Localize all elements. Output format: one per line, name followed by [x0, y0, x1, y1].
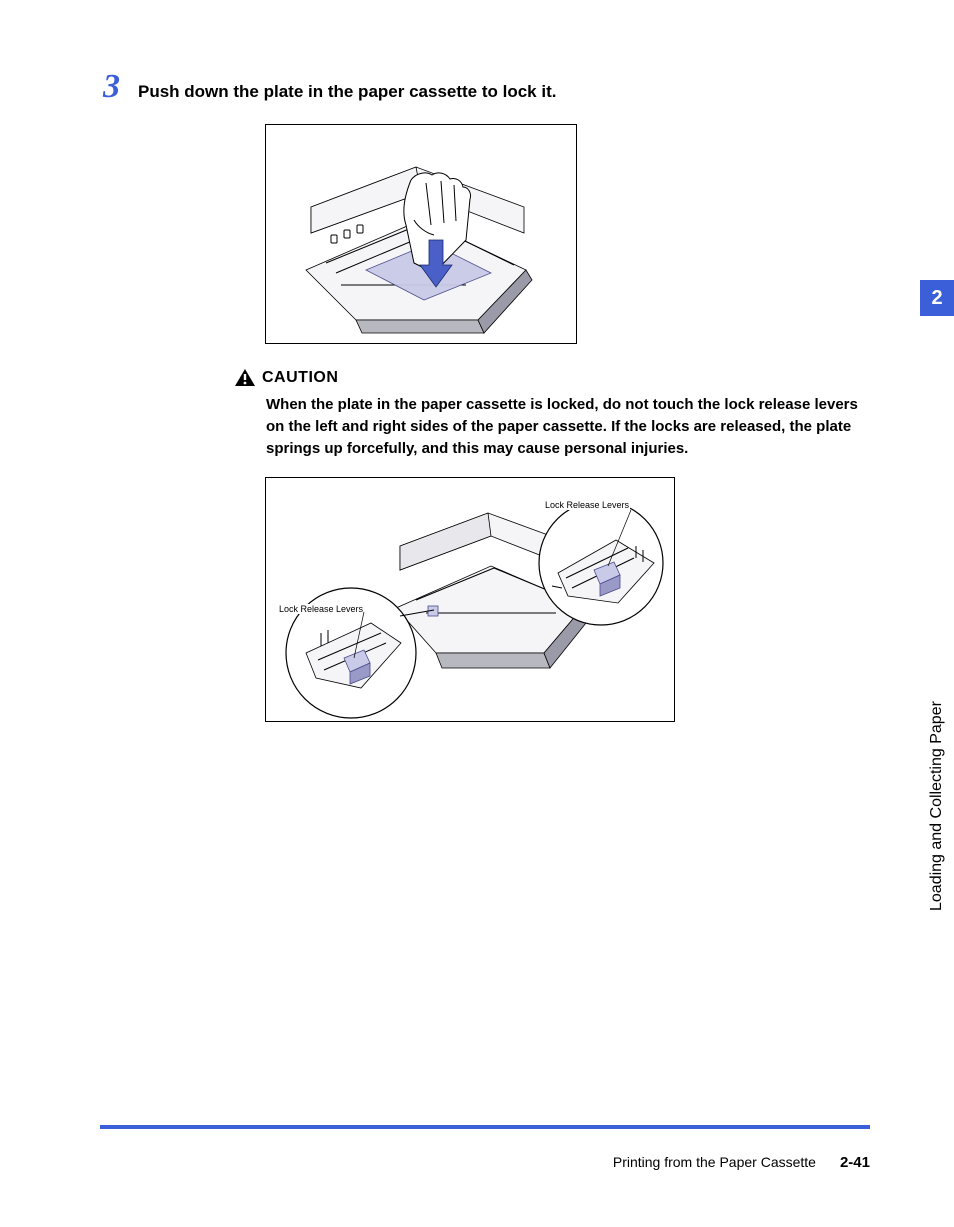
chapter-number: 2 — [931, 287, 942, 310]
caution-label: CAUTION — [262, 369, 338, 387]
step-instruction: Push down the plate in the paper cassett… — [138, 81, 556, 103]
step-number: 3 — [100, 70, 120, 104]
chapter-title-container: Loading and Collecting Paper — [925, 330, 949, 910]
footer-section-title: Printing from the Paper Cassette — [613, 1154, 816, 1170]
caution-block: CAUTION When the plate in the paper cass… — [234, 368, 874, 459]
lock-release-label-1: Lock Release Levers — [544, 500, 630, 510]
chapter-tab: 2 — [920, 280, 954, 316]
page-footer: Printing from the Paper Cassette 2-41 — [100, 1154, 870, 1171]
figure-push-plate — [265, 124, 577, 344]
chapter-title: Loading and Collecting Paper — [928, 651, 946, 911]
footer-page-number: 2-41 — [840, 1154, 870, 1171]
figure-lock-levers: Lock Release Levers Lock Release Levers — [265, 477, 675, 722]
footer-rule — [100, 1125, 870, 1129]
warning-icon — [234, 368, 256, 388]
caution-text: When the plate in the paper cassette is … — [266, 394, 874, 459]
lock-release-label-2: Lock Release Levers — [278, 604, 364, 614]
step-row: 3 Push down the plate in the paper casse… — [100, 70, 870, 104]
